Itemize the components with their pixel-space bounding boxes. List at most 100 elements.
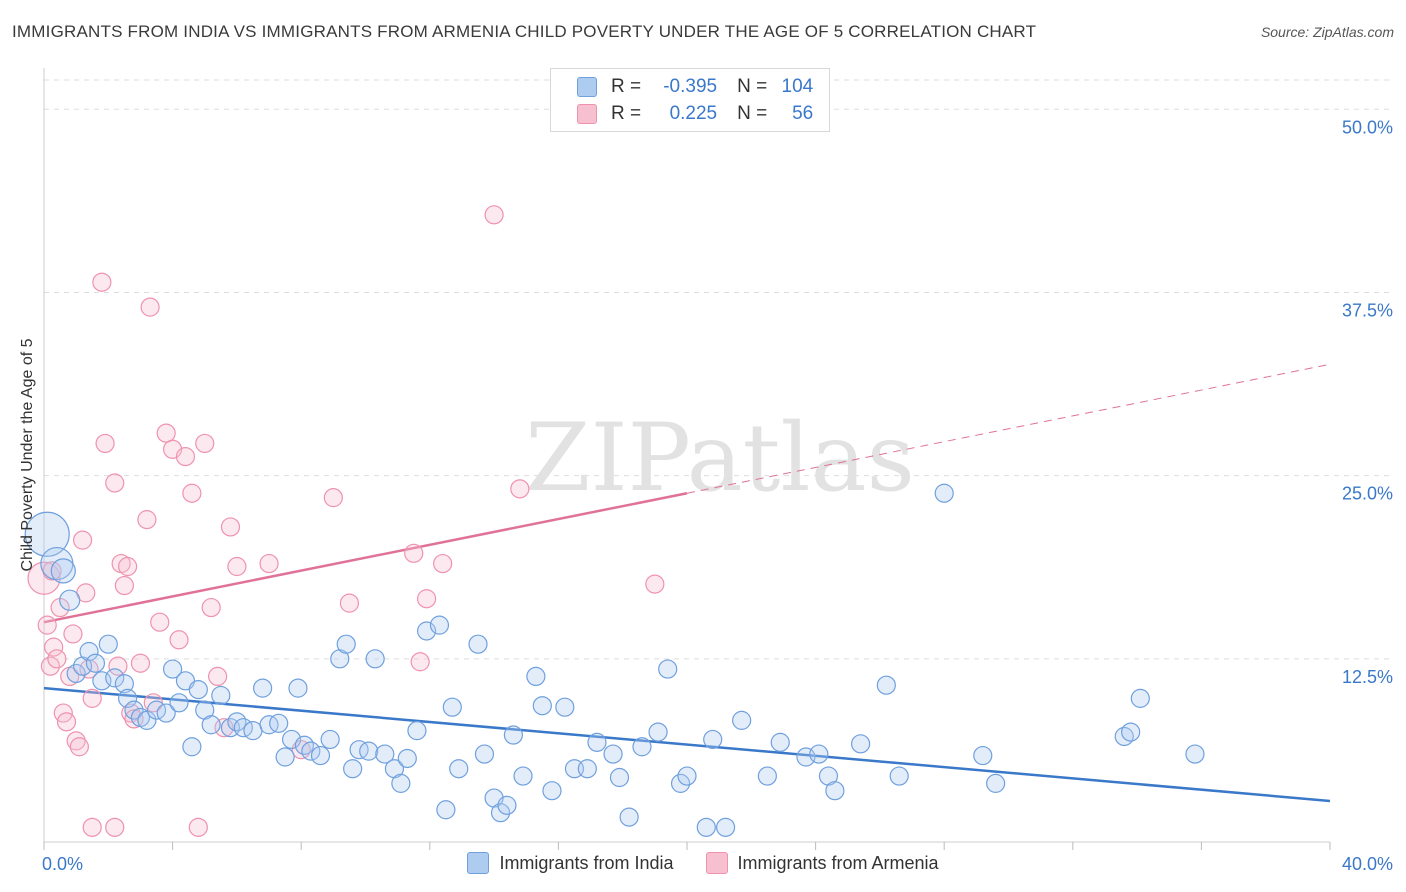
armenia-point [44,637,64,657]
india-point [973,745,993,766]
india-point [934,483,954,503]
armenia-point [82,688,102,708]
india-point [105,668,125,688]
india-point [336,634,356,654]
india-point [397,748,417,769]
n-value-india: 104 [781,76,814,97]
armenia-point [137,510,157,530]
india-point [986,773,1006,793]
armenia-trend-extension [686,363,1331,494]
armenia-point [105,473,125,493]
armenia-point [63,624,83,644]
x-tick-label: 40.0% [1342,854,1393,874]
india-swatch [577,77,597,97]
armenia-point [114,575,134,596]
armenia-swatch [705,852,728,874]
india-point [632,737,652,757]
series-legend: Immigrants from India Immigrants from Ar… [0,852,1406,874]
india-point [79,641,99,662]
armenia-point [27,561,61,595]
india-point [809,744,829,764]
india-point [609,767,630,788]
armenia-point [323,488,343,508]
india-point [343,759,363,779]
india-point [851,734,871,754]
india-point [490,803,511,823]
legend-label-armenia: Immigrants from Armenia [737,852,939,873]
india-point [59,589,81,611]
india-point [670,773,691,793]
india-point [513,766,533,786]
india-point [503,725,523,745]
armenia-point [169,630,189,650]
india-point [619,807,639,827]
r-value-armenia: 0.225 [669,103,718,124]
india-point [474,744,495,764]
armenia-point [404,543,424,563]
armenia-point [66,731,86,751]
armenia-point [40,656,61,676]
india-point [703,729,723,750]
legend-item-india[interactable]: Immigrants from India [467,852,674,874]
india-point [66,663,86,684]
armenia-point [220,517,241,537]
india-point [555,697,575,717]
india-point [50,558,76,584]
india-point [137,710,157,730]
armenia-swatch [577,104,597,124]
n-value-armenia: 56 [792,103,814,124]
armenia-point [195,433,215,454]
n-label: N = [737,76,768,97]
armenia-point [484,205,504,225]
x-tick-label: 0.0% [42,854,83,874]
india-point [98,634,118,654]
legend-row-armenia: R = 0.225 N = 56 [577,102,813,126]
chart-title: IMMIGRANTS FROM INDIA VS IMMIGRANTS FROM… [12,22,1037,41]
armenia-point [37,615,57,635]
legend-item-armenia[interactable]: Immigrants from Armenia [705,852,939,874]
india-point [349,740,369,760]
armenia-trend-line [43,492,688,624]
india-point [603,744,623,764]
india-point [577,759,597,779]
armenia-point [175,447,196,467]
india-point [275,747,295,767]
armenia-point [201,597,221,618]
armenia-point [56,712,77,732]
india-point [201,715,221,735]
india-point [1121,722,1141,742]
y-tick-label: 25.0% [1342,484,1393,504]
india-point [114,674,134,694]
india-point [182,737,202,757]
india-trend-line [43,686,1331,803]
india-point [211,685,231,706]
y-tick-label: 37.5% [1342,300,1393,320]
armenia-point [259,553,279,574]
r-value-india: -0.395 [663,76,718,97]
india-point [648,722,668,742]
armenia-point [95,433,115,454]
armenia-point [108,656,128,676]
india-point [429,615,450,635]
india-point [117,688,138,708]
india-point [587,732,607,752]
india-point [288,678,308,698]
india-point [259,715,279,735]
india-point [365,649,385,669]
armenia-point [433,553,453,574]
india-point [320,729,340,750]
y-tick-label: 12.5% [1342,667,1393,687]
india-point [770,732,790,752]
india-point [876,675,896,695]
armenia-point [227,556,247,577]
armenia-point [105,817,125,837]
armenia-point [339,593,360,613]
armenia-point [121,703,141,723]
armenia-point [82,817,102,837]
india-point [253,678,273,698]
india-point [497,795,517,815]
india-point [163,659,183,679]
armenia-point [416,589,437,609]
armenia-point [92,272,112,292]
